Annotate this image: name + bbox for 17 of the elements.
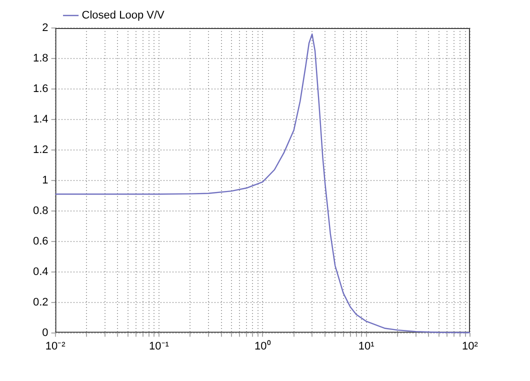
y-tick-label: 1 <box>42 174 48 186</box>
x-tick-label: 10² <box>462 340 478 352</box>
y-tick-label: 0 <box>42 326 48 339</box>
y-tick-label: 1.8 <box>32 52 48 65</box>
y-tick-label: 1.6 <box>32 82 48 95</box>
x-tick-label: 10⁻¹ <box>149 340 170 352</box>
y-tick-label: 0.6 <box>32 235 48 248</box>
y-tick-label: 0.8 <box>32 204 48 217</box>
y-tick-label: 1.4 <box>32 113 48 126</box>
legend-label: Closed Loop V/V <box>82 10 166 22</box>
x-tick-label: 10⁰ <box>254 339 271 352</box>
y-tick-label: 0.2 <box>32 296 48 308</box>
y-tick-label: 2 <box>42 22 48 34</box>
x-tick-label: 10¹ <box>358 340 375 352</box>
y-tick-label: 1.2 <box>32 144 48 156</box>
y-tick-label: 0.4 <box>32 266 48 278</box>
x-tick-label: 10⁻² <box>45 340 66 352</box>
